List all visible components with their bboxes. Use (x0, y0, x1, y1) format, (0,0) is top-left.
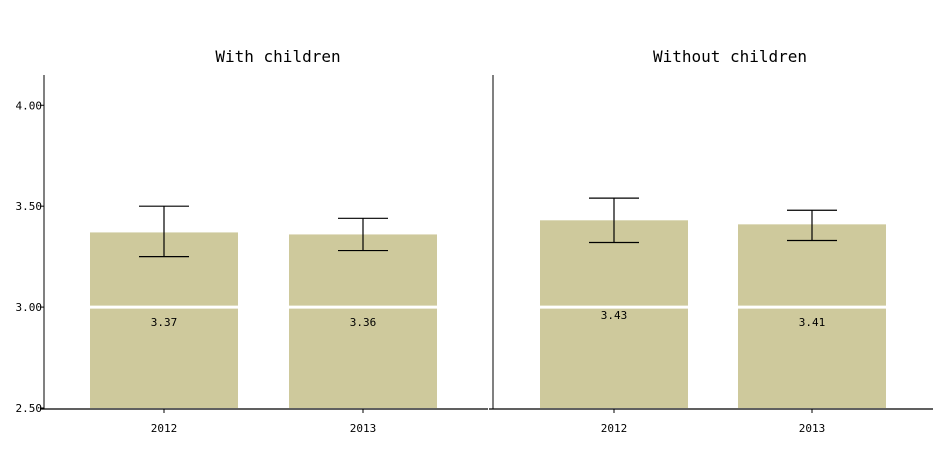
panel-title: Without children (653, 47, 807, 66)
panel-title: With children (215, 47, 340, 66)
x-tick-label: 2013 (350, 422, 377, 435)
error-bars (139, 205, 388, 258)
y-tick-label: 4.00 (16, 99, 43, 112)
data-label: 3.36 (350, 316, 377, 329)
x-tick-labels: 2012 2013 (601, 422, 826, 435)
data-label: 3.43 (601, 309, 628, 322)
bar (738, 224, 886, 408)
data-labels: 3.43 3.41 (601, 309, 826, 329)
bar (90, 232, 238, 408)
panel-without-children: Without children 3.43 3.41 2012 2013 (489, 47, 933, 435)
x-tick-label: 2012 (601, 422, 628, 435)
axes (40, 75, 488, 413)
y-tick-label: 3.50 (16, 200, 43, 213)
y-tick-labels: 2.50 3.00 3.50 4.00 (16, 99, 43, 415)
x-tick-label: 2012 (151, 422, 178, 435)
data-labels: 3.37 3.36 (151, 316, 377, 329)
bars (90, 232, 437, 408)
panel-with-children: With children 3.37 3.36 2.50 3.00 3.50 4… (16, 47, 488, 435)
error-bars (589, 197, 837, 244)
data-label: 3.41 (799, 316, 826, 329)
y-tick-label: 2.50 (16, 402, 43, 415)
axes (489, 75, 933, 413)
y-tick-label: 3.00 (16, 301, 43, 314)
data-label: 3.37 (151, 316, 178, 329)
x-tick-labels: 2012 2013 (151, 422, 377, 435)
bar (289, 234, 437, 408)
x-tick-label: 2013 (799, 422, 826, 435)
bar (540, 220, 688, 408)
bars (540, 220, 886, 408)
